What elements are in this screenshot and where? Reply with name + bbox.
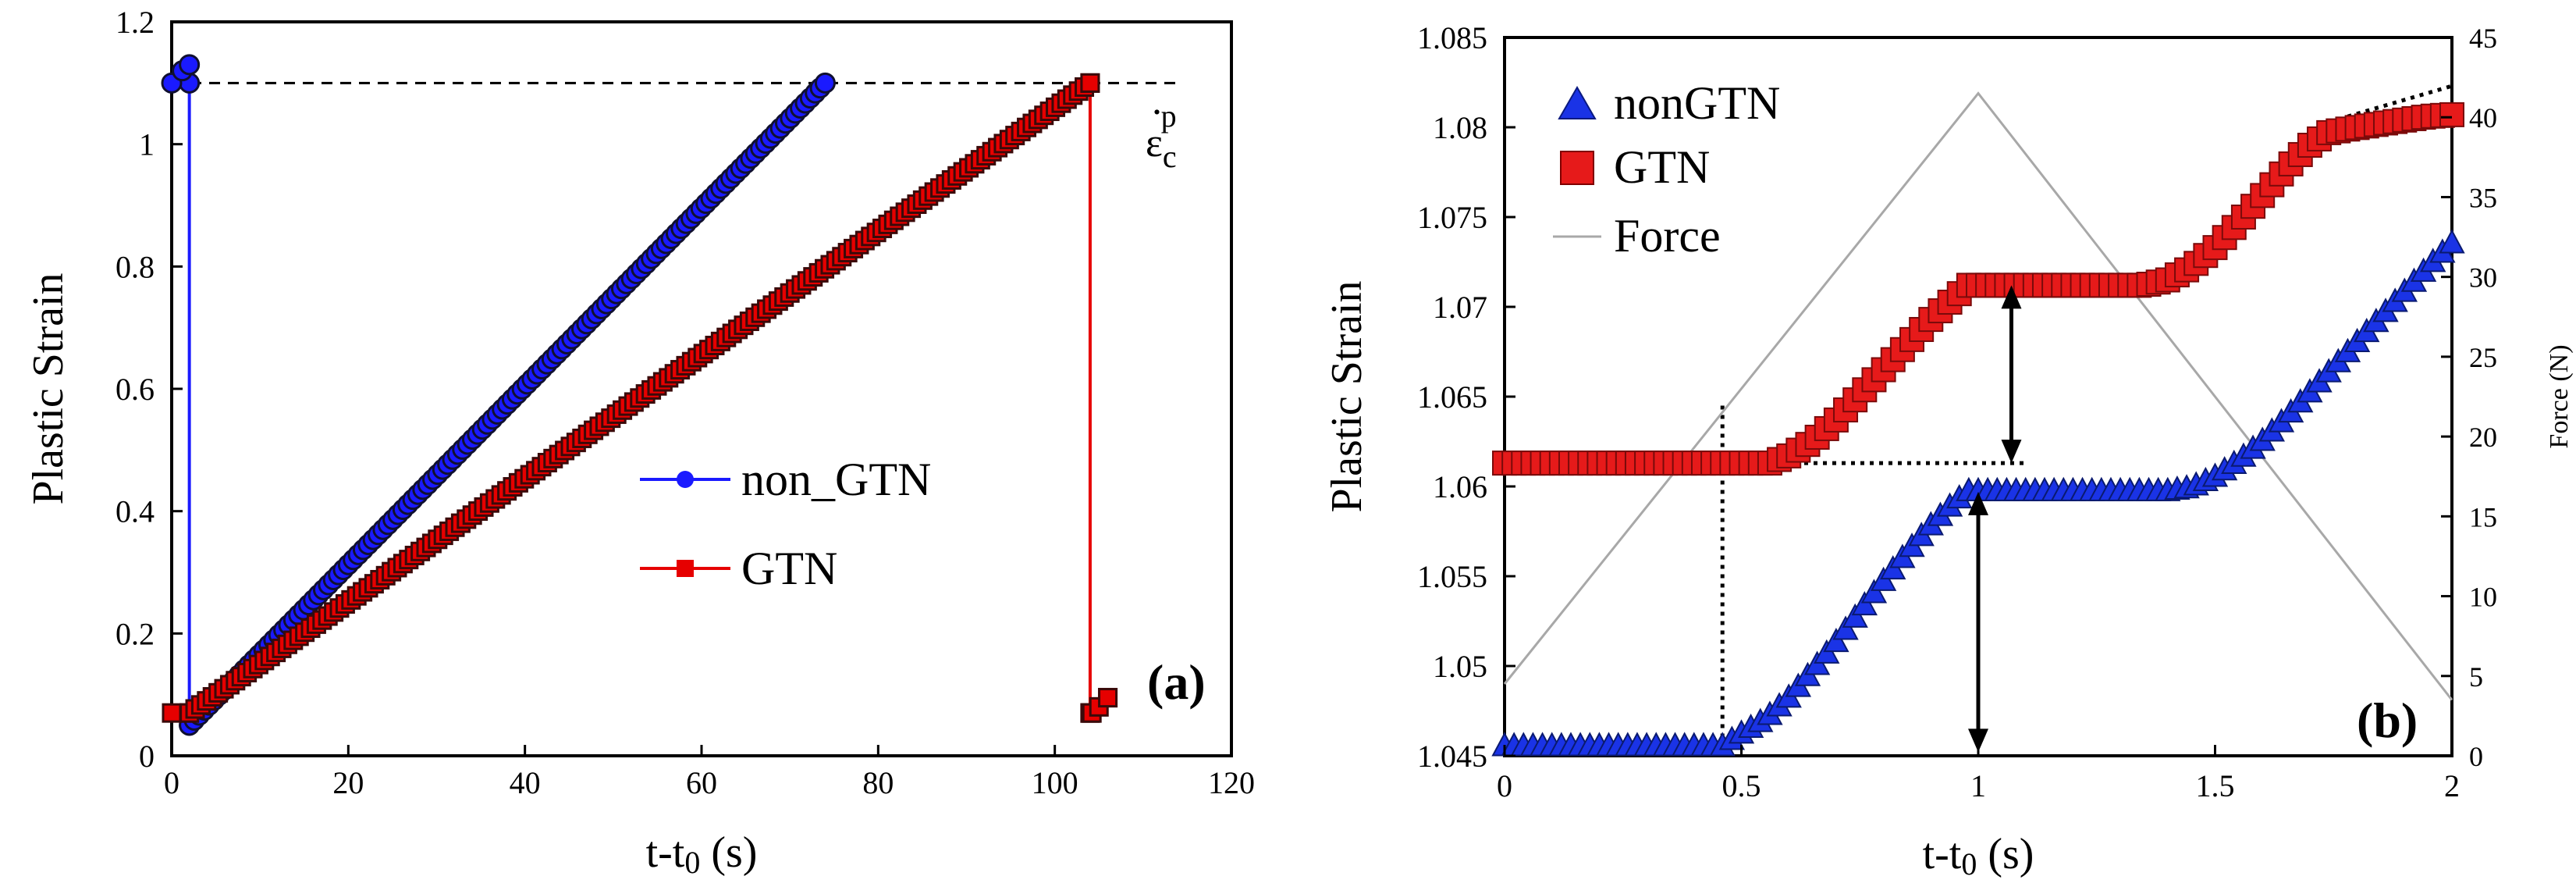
data-point-nongtn [1851, 591, 1878, 616]
arrow-lower-head-top [1968, 491, 1988, 515]
y-tick-label: 1.075 [1417, 200, 1487, 235]
chart-b-y2-ticks: 0 5 10 15 20 25 30 35 40 45 [2441, 23, 2497, 772]
x-tick-label: 40 [510, 765, 541, 800]
x-tick-label: 1 [1970, 768, 1986, 803]
chart-b-series [1491, 91, 2465, 757]
y2-tick-label: 5 [2469, 661, 2483, 693]
y-tick-label: 1.055 [1417, 559, 1487, 594]
x-tick-label: 1.5 [2196, 768, 2235, 803]
legend-label-gtn: GTN [741, 543, 837, 594]
chart-b-y2-axis-label: Force (N) [2545, 344, 2574, 448]
data-point-gtn [1098, 688, 1118, 708]
legend-marker-gtn [677, 560, 694, 577]
y-tick-label: 1.07 [1433, 290, 1487, 325]
chart-b-x-ticks: 0 0.5 1 1.5 2 [1497, 745, 2460, 803]
arrow-lower-head-bottom [1968, 728, 1988, 753]
data-point-non-gtn [814, 72, 836, 94]
data-point-nongtn [1832, 615, 1859, 640]
y-tick-label: 0.4 [115, 494, 155, 529]
legend-label-force: Force [1614, 210, 1721, 262]
y-tick-label: 0.6 [115, 372, 155, 407]
data-point-gtn [2439, 102, 2464, 127]
chart-a-y-ticks: 0 0.2 0.4 0.6 0.8 1 1.2 [115, 5, 183, 774]
data-point-gtn [162, 703, 182, 723]
y2-tick-label: 15 [2469, 501, 2497, 532]
y-tick-label: 0.8 [115, 249, 155, 284]
x-tick-label: 0 [164, 765, 179, 800]
legend-label-non-gtn: non_GTN [741, 454, 931, 505]
y-tick-label: 1.2 [115, 5, 155, 40]
legend-label-gtn-b: GTN [1614, 141, 1710, 193]
y2-tick-label: 40 [2469, 102, 2497, 134]
legend-label-nongtn: nonGTN [1614, 77, 1780, 129]
legend-marker-gtn-b [1560, 151, 1594, 185]
chart-a-x-ticks: 0 20 40 60 80 100 120 [164, 745, 1255, 800]
y-tick-label: 1 [139, 127, 155, 162]
arrow-upper-head-top [2001, 285, 2022, 309]
data-point-gtn [1080, 73, 1100, 93]
chart-b-legend: nonGTN GTN Force [1553, 77, 1780, 262]
y-tick-label: 1.06 [1433, 469, 1487, 504]
x-tick-label: 0.5 [1722, 768, 1761, 803]
chart-b-y-axis-label: Plastic Strain [1323, 280, 1371, 512]
chart-a-plot-area [170, 20, 1233, 757]
data-point-nongtn [1860, 579, 1888, 604]
chart-a-panel-label: (a) [1147, 654, 1206, 710]
legend-marker-nongtn [1558, 85, 1597, 119]
chart-b-x-axis-label: t-t0 (s) [1923, 830, 2034, 882]
chart-a-threshold-label: εcp [1146, 98, 1177, 174]
y-tick-label: 0.2 [115, 616, 155, 651]
x-tick-label: 60 [686, 765, 717, 800]
y2-tick-label: 10 [2469, 582, 2497, 613]
chart-b-y-ticks: 1.045 1.05 1.055 1.06 1.065 1.07 1.075 1.08 1.08… [1417, 20, 1515, 774]
chart-a-x-axis-label: t-t0 (s) [646, 828, 758, 880]
legend-marker-non-gtn [677, 471, 694, 488]
x-tick-label: 20 [332, 765, 364, 800]
y-tick-label: 1.08 [1433, 110, 1487, 145]
data-point-nongtn [1842, 603, 1868, 628]
y2-tick-label: 25 [2469, 342, 2497, 373]
x-tick-label: 2 [2444, 768, 2460, 803]
chart-b: 0 0.5 1 1.5 2 1.0451.051.0551.061.0651.071.0… [1323, 20, 2574, 882]
chart-b-panel-label: (b) [2357, 693, 2418, 748]
y-tick-label: 1.05 [1433, 649, 1487, 684]
data-point-nongtn [2439, 229, 2465, 254]
y2-tick-label: 45 [2469, 23, 2497, 54]
series-line-force [1503, 91, 2453, 701]
y2-tick-label: 20 [2469, 422, 2497, 453]
y2-tick-label: 30 [2469, 262, 2497, 294]
chart-a-threshold-dot: . [1152, 79, 1162, 123]
x-tick-label: 120 [1208, 765, 1255, 800]
x-tick-label: 0 [1497, 768, 1512, 803]
y-tick-label: 0 [139, 739, 155, 774]
y-tick-label: 1.085 [1417, 20, 1487, 55]
y-tick-label: 1.045 [1417, 739, 1487, 774]
y2-tick-label: 0 [2469, 741, 2483, 772]
arrow-upper-head-bottom [2001, 440, 2022, 464]
y2-tick-label: 35 [2469, 182, 2497, 213]
chart-a-legend: non_GTN GTN [640, 454, 931, 594]
x-tick-label: 100 [1032, 765, 1078, 800]
chart-a-y-axis-label: Plastic Strain [24, 272, 73, 504]
chart-a: 0 20 40 60 80 100 120 0 0.2 0.4 0.6 0.8 1 1.2 t-t0 (… [24, 5, 1255, 880]
data-point-nongtn [1823, 627, 1849, 653]
chart-a-series [161, 54, 1118, 736]
data-point-non-gtn [179, 54, 201, 76]
y-tick-label: 1.065 [1417, 379, 1487, 415]
x-tick-label: 80 [862, 765, 894, 800]
